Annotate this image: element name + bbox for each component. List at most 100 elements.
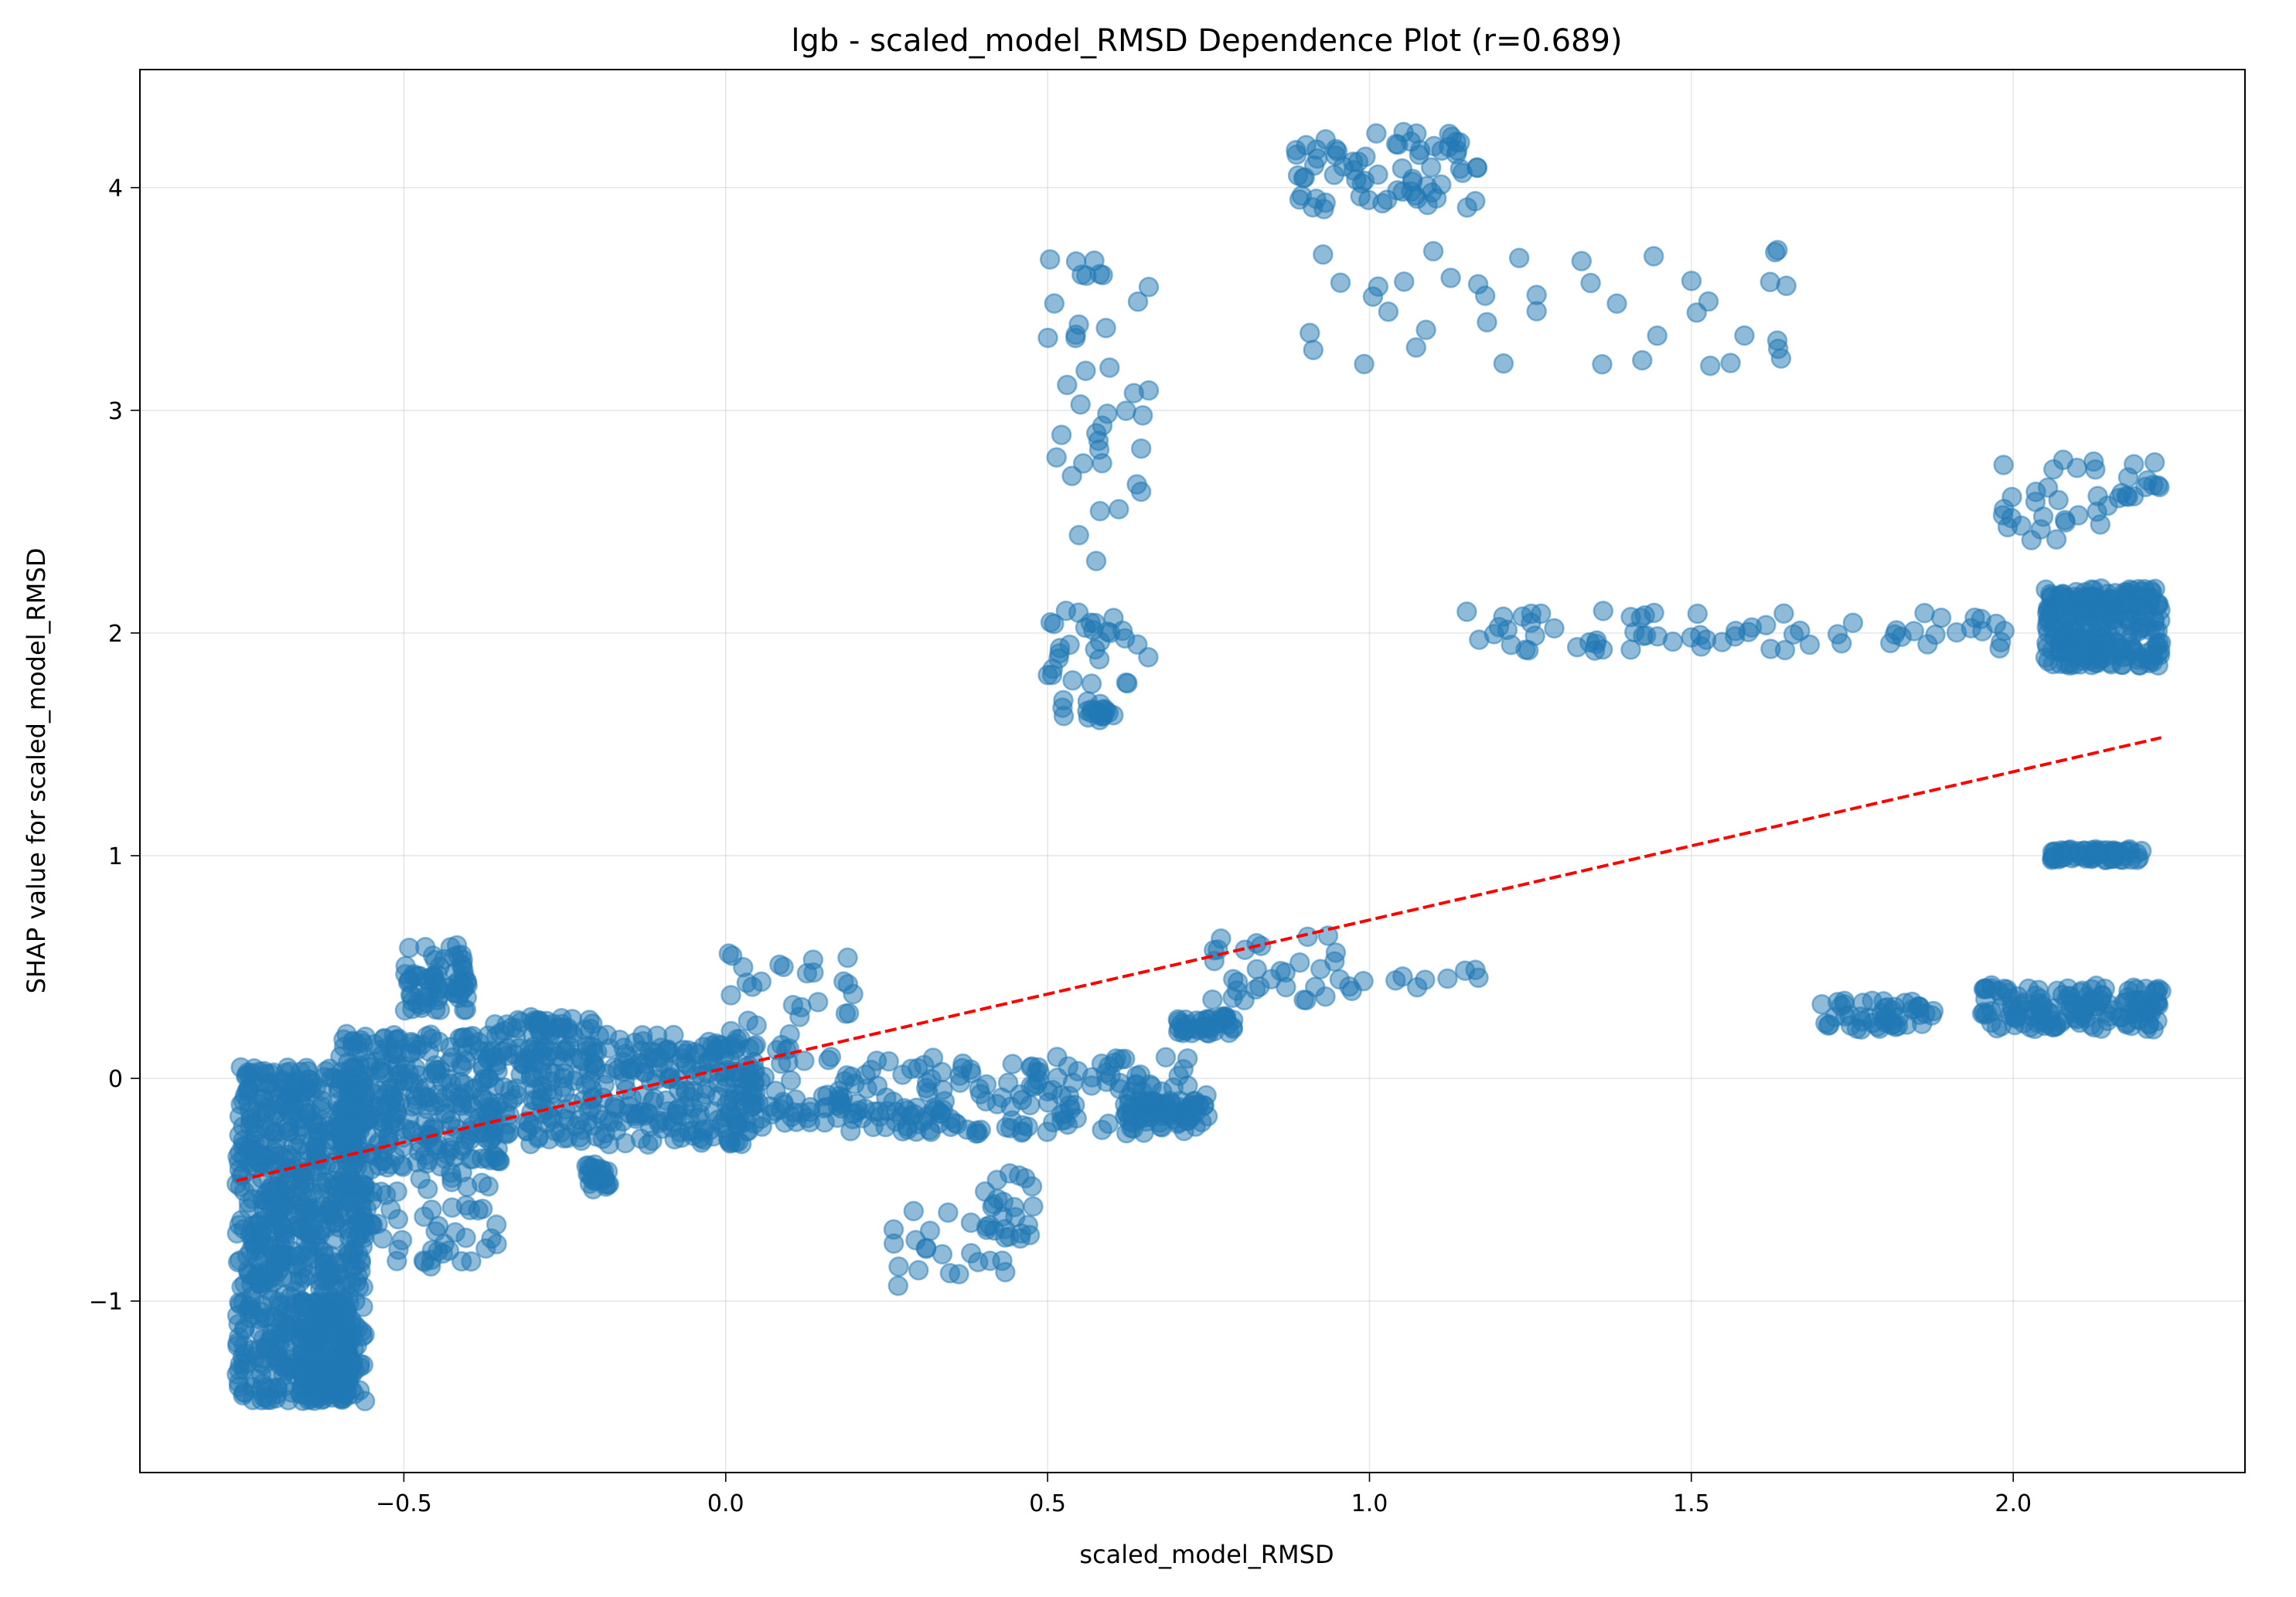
- data-point: [1082, 1067, 1103, 1088]
- data-point: [1420, 157, 1442, 178]
- data-point: [234, 1343, 255, 1364]
- data-point: [1313, 244, 1334, 265]
- data-point: [1972, 621, 1993, 642]
- data-point: [329, 1303, 351, 1325]
- data-point: [448, 945, 468, 966]
- data-point: [1302, 196, 1323, 218]
- data-point: [435, 1102, 457, 1124]
- data-point: [1127, 291, 1149, 312]
- data-point: [915, 1238, 937, 1258]
- data-point: [453, 1027, 475, 1048]
- data-point: [1493, 352, 1514, 374]
- data-point: [683, 1081, 704, 1102]
- data-point: [919, 1221, 941, 1241]
- y-tick-label: 1: [108, 843, 123, 870]
- data-point: [274, 1148, 295, 1169]
- x-tick-label: 0.5: [1029, 1490, 1066, 1517]
- data-point: [261, 1261, 283, 1282]
- data-point: [1296, 135, 1317, 156]
- data-point: [378, 1036, 400, 1057]
- data-point: [960, 1243, 982, 1264]
- data-point: [249, 1321, 270, 1342]
- data-point: [374, 1096, 395, 1117]
- data-point: [1456, 601, 1477, 622]
- scatter-points: [226, 121, 2172, 1411]
- data-point: [1508, 247, 1530, 269]
- data-point: [1088, 431, 1109, 451]
- data-point: [2091, 615, 2112, 637]
- data-point: [1051, 424, 1072, 445]
- data-point: [387, 1181, 407, 1202]
- data-point: [1437, 968, 1458, 989]
- data-point: [1925, 624, 1946, 645]
- data-point: [976, 1219, 997, 1241]
- data-point: [1353, 971, 1374, 992]
- data-point: [1358, 189, 1379, 210]
- data-point: [1276, 976, 1296, 998]
- data-point: [986, 1094, 1008, 1115]
- data-point: [428, 1031, 450, 1053]
- data-point: [292, 1156, 314, 1178]
- data-point: [2046, 529, 2067, 550]
- data-point: [274, 1284, 296, 1305]
- data-point: [2127, 850, 2148, 870]
- data-point: [499, 1080, 521, 1101]
- data-point: [1647, 325, 1667, 346]
- data-point: [1776, 275, 1797, 297]
- data-point: [1438, 136, 1460, 158]
- data-point: [2080, 650, 2100, 671]
- data-point: [1767, 338, 1789, 359]
- x-tick-label: −0.5: [376, 1490, 432, 1517]
- data-point: [1700, 355, 1721, 376]
- data-point: [1385, 133, 1407, 155]
- data-point: [1059, 634, 1080, 655]
- data-point: [1566, 636, 1588, 658]
- data-point: [1993, 455, 2014, 475]
- data-point: [646, 1025, 668, 1047]
- data-point: [2035, 579, 2056, 601]
- data-point: [1586, 633, 1606, 655]
- data-point: [952, 1057, 973, 1079]
- data-point: [582, 1115, 604, 1136]
- data-point: [1068, 525, 1089, 546]
- data-point: [1409, 145, 1430, 165]
- data-point: [1643, 246, 1664, 267]
- data-point: [797, 1108, 818, 1129]
- data-point: [1440, 267, 1461, 288]
- data-point: [434, 1233, 455, 1255]
- data-point: [584, 1043, 605, 1064]
- data-point: [1092, 706, 1114, 727]
- x-tick-label: 0.0: [707, 1490, 744, 1517]
- data-point: [1099, 1056, 1119, 1077]
- chart-title: lgb - scaled_model_RMSD Dependence Plot …: [791, 23, 1622, 59]
- data-point: [263, 1307, 284, 1328]
- data-point: [1100, 622, 1121, 644]
- data-point: [1767, 240, 1788, 260]
- data-point: [376, 1157, 398, 1178]
- data-point: [1994, 621, 2015, 642]
- data-point: [339, 1081, 360, 1102]
- data-point: [279, 1188, 301, 1210]
- data-point: [2095, 1002, 2117, 1023]
- data-point: [1366, 123, 1387, 144]
- data-point: [1392, 181, 1413, 203]
- data-point: [1058, 1056, 1079, 1077]
- data-point: [1815, 1013, 1836, 1033]
- data-point: [343, 1057, 365, 1078]
- data-point: [1526, 284, 1547, 305]
- data-point: [277, 1057, 298, 1078]
- data-point: [230, 1057, 251, 1078]
- data-point: [2137, 470, 2158, 491]
- data-point: [1130, 481, 1152, 502]
- y-tick-label: 4: [108, 175, 123, 203]
- data-point: [1488, 616, 1510, 638]
- data-point: [414, 1206, 434, 1228]
- data-point: [2025, 491, 2046, 512]
- data-point: [1192, 1016, 1213, 1037]
- data-point: [629, 1053, 649, 1074]
- data-point: [292, 1367, 314, 1388]
- data-point: [1287, 165, 1309, 186]
- data-point: [916, 1072, 938, 1094]
- data-point: [1002, 1054, 1024, 1074]
- data-point: [1065, 251, 1087, 272]
